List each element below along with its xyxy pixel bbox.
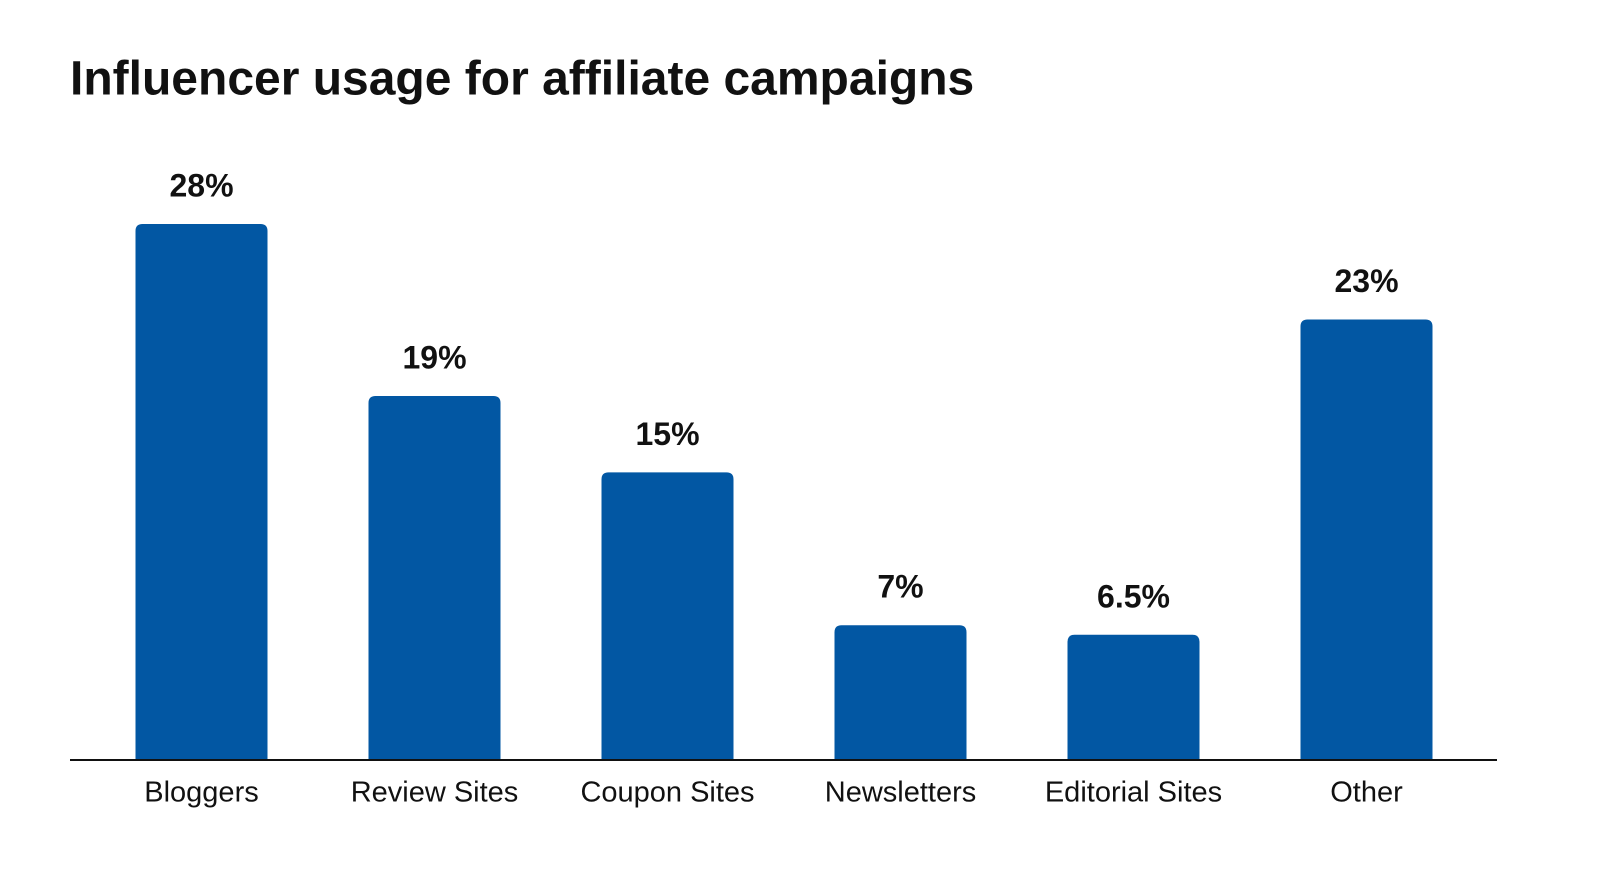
x-tick-label: Coupon Sites <box>580 777 754 809</box>
bar <box>834 625 967 759</box>
bar <box>1067 634 1200 759</box>
value-label: 28% <box>169 167 233 203</box>
value-label: 15% <box>635 416 699 452</box>
value-label: 23% <box>1334 263 1398 299</box>
x-tick-label: Review Sites <box>351 777 519 809</box>
x-tick-label: Bloggers <box>144 777 258 809</box>
value-label: 19% <box>402 339 466 375</box>
bar <box>601 472 734 759</box>
bar <box>368 395 501 759</box>
bar <box>1300 319 1433 759</box>
x-tick-label: Newsletters <box>825 777 977 809</box>
value-label: 7% <box>877 569 923 605</box>
bar <box>135 224 268 759</box>
x-tick-label: Other <box>1330 777 1403 809</box>
x-tick-label: Editorial Sites <box>1045 777 1222 809</box>
chart-title: Influencer usage for affiliate campaigns <box>70 53 974 106</box>
value-label: 6.5% <box>1097 578 1170 614</box>
